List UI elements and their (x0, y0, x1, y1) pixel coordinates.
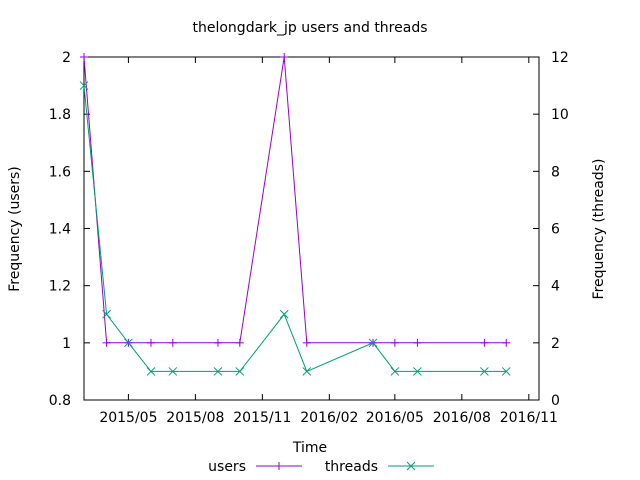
x-tick-label: 2016/08 (433, 410, 491, 426)
data-point-threads (279, 309, 289, 319)
y-right-tick-label: 6 (551, 222, 560, 238)
y-left-tick-label: 1.6 (49, 164, 71, 180)
data-point-users (413, 338, 422, 347)
y-right-tick-label: 10 (551, 107, 569, 123)
y-left-tick-label: 1.8 (49, 107, 71, 123)
series-layer (79, 53, 511, 376)
y-right-tick-label: 2 (551, 336, 560, 352)
data-point-threads (146, 367, 156, 376)
legend-label-threads: threads (325, 459, 378, 475)
data-point-users (280, 53, 289, 61)
data-point-threads (235, 367, 245, 376)
y-right-tick-label: 12 (551, 50, 569, 66)
x-tick-label: 2016/05 (366, 410, 424, 426)
x-tick-label: 2015/08 (166, 410, 224, 426)
legend: users threads (208, 459, 434, 475)
data-point-users (235, 338, 244, 347)
y-left-tick-label: 1.2 (49, 279, 71, 295)
data-point-users (213, 338, 222, 347)
x-tick-label: 2016/02 (300, 410, 358, 426)
data-point-users (480, 338, 489, 347)
legend-label-users: users (208, 459, 246, 475)
plot-border (83, 56, 540, 401)
series-line-users (83, 56, 507, 344)
y-left-tick-label: 1.4 (49, 222, 71, 238)
y-right-tick-label: 0 (551, 393, 560, 409)
data-point-threads (168, 367, 178, 376)
y-right-tick-label: 8 (551, 164, 560, 180)
data-point-threads (501, 367, 511, 376)
x-axis-label: Time (292, 440, 327, 456)
data-point-users (146, 338, 155, 347)
y-left-tick-label: 0.8 (49, 393, 71, 409)
y-left-tick-label: 1 (62, 336, 71, 352)
data-point-threads (368, 338, 378, 348)
x-tick-label: 2015/05 (99, 410, 157, 426)
data-point-users (302, 338, 311, 347)
legend-marker-threads (406, 461, 416, 471)
data-point-threads (124, 338, 133, 348)
y-left-tick-label: 2 (62, 50, 71, 66)
data-point-threads (79, 81, 89, 90)
data-point-users (390, 338, 399, 347)
legend-marker-users (275, 462, 283, 470)
y-right-axis-label: Frequency (threads) (591, 159, 607, 300)
data-point-threads (213, 367, 223, 376)
x-tick-label: 2015/11 (233, 410, 291, 426)
data-point-threads (480, 367, 489, 376)
y-left-axis-label: Frequency (users) (7, 166, 23, 292)
data-point-threads (390, 367, 400, 376)
series-line-threads (83, 85, 507, 373)
data-point-threads (102, 309, 111, 319)
data-point-users (502, 338, 511, 347)
data-point-users (102, 338, 111, 347)
data-point-threads (413, 367, 422, 376)
chart-title: thelongdark_jp users and threads (193, 20, 428, 36)
x-tick-label: 2016/11 (500, 410, 558, 426)
data-point-users (168, 338, 177, 347)
data-point-users (80, 53, 88, 61)
data-point-threads (302, 367, 312, 376)
axes: 0.8 1 1.2 1.4 1.6 1.8 2 0 2 4 6 8 10 12 2015/05 2015/08… (49, 50, 569, 426)
y-right-tick-label: 4 (551, 279, 560, 295)
